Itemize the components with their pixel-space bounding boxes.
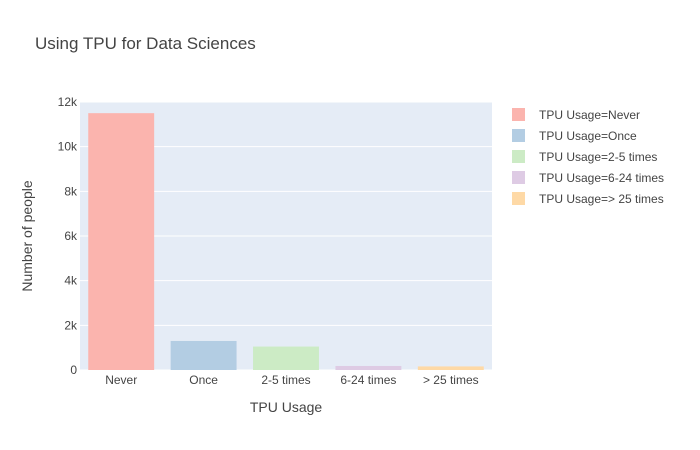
y-tick-label: 6k (64, 229, 78, 243)
legend-swatch (512, 192, 525, 205)
x-axis-title: TPU Usage (250, 399, 323, 415)
legend-label: TPU Usage=Once (539, 128, 637, 143)
y-tick-label: 12k (58, 95, 78, 109)
legend-item[interactable]: TPU Usage=> 25 times (512, 188, 664, 209)
bar (88, 113, 155, 371)
y-tick-label: 4k (64, 274, 78, 288)
x-tick-label: Once (189, 373, 218, 387)
legend-swatch (512, 150, 525, 163)
legend-label: TPU Usage=6-24 times (539, 170, 665, 185)
legend-item[interactable]: TPU Usage=2-5 times (512, 146, 664, 167)
legend-label: TPU Usage=2-5 times (539, 149, 658, 164)
legend-item[interactable]: TPU Usage=Once (512, 125, 664, 146)
x-tick-label: 6-24 times (340, 373, 396, 387)
bars (88, 113, 484, 371)
x-tick-labels: Never Once 2-5 times 6-24 times > 25 times (105, 373, 478, 387)
legend-swatch (512, 171, 525, 184)
x-tick-label: Never (105, 373, 137, 387)
y-tick-labels: 0 2k 4k 6k 8k 10k 12k (58, 95, 78, 377)
legend-label: TPU Usage=Never (539, 107, 641, 122)
y-tick-label: 2k (64, 318, 78, 332)
x-tick-label: 2-5 times (261, 373, 310, 387)
x-tick-label: > 25 times (423, 373, 479, 387)
legend-swatch (512, 129, 525, 142)
bar (335, 365, 402, 370)
y-tick-label: 8k (64, 184, 78, 198)
legend-item[interactable]: TPU Usage=Never (512, 104, 664, 125)
y-tick-label: 0 (70, 363, 77, 377)
y-tick-label: 10k (58, 140, 78, 154)
bar (417, 366, 484, 370)
y-axis-title: Number of people (19, 180, 35, 292)
legend-label: TPU Usage=> 25 times (539, 191, 664, 206)
legend: TPU Usage=Never TPU Usage=Once TPU Usage=2… (512, 104, 664, 209)
chart-title: Using TPU for Data Sciences (35, 34, 256, 53)
bar (170, 340, 237, 370)
legend-swatch (512, 108, 525, 121)
bar (253, 346, 319, 370)
legend-item[interactable]: TPU Usage=6-24 times (512, 167, 664, 188)
